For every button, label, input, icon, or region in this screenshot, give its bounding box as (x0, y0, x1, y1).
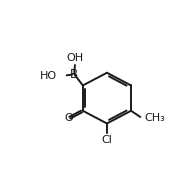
Text: OH: OH (66, 53, 84, 62)
Text: CH₃: CH₃ (144, 113, 165, 123)
Text: B: B (70, 68, 78, 81)
Text: HO: HO (40, 71, 57, 81)
Text: O: O (64, 113, 73, 123)
Text: Cl: Cl (101, 135, 112, 145)
